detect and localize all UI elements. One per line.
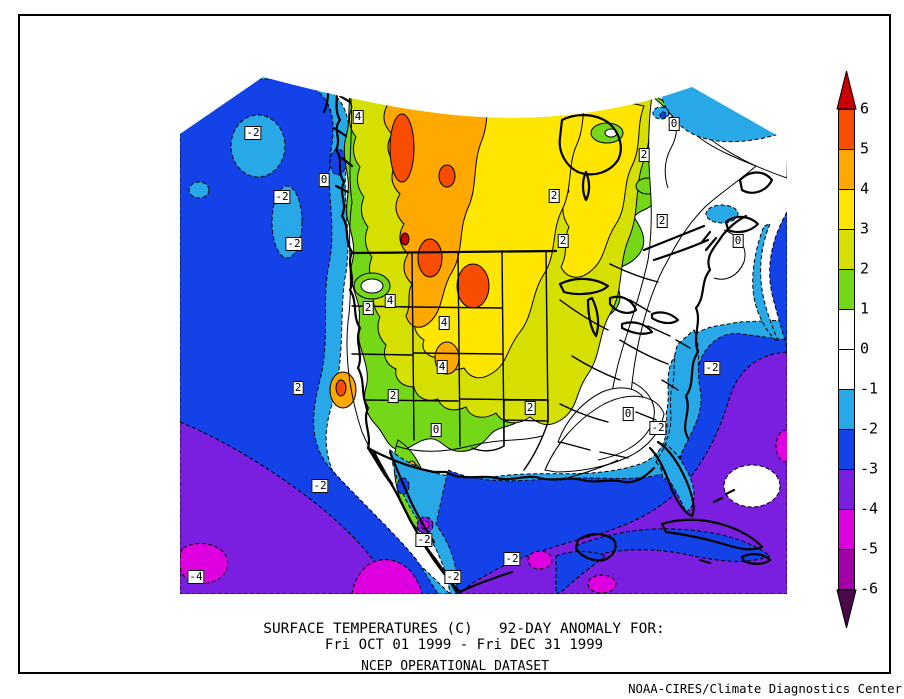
contour-label: 4: [438, 316, 450, 330]
contour-label: -2: [415, 533, 433, 547]
coastlines: [322, 77, 774, 594]
credit-line: NOAA-CIRES/Climate Diagnostics Center: [628, 682, 902, 696]
colorbar-segment: [838, 429, 855, 470]
colorbar-segment: [838, 309, 855, 350]
contour-label: -2: [244, 126, 262, 140]
colorbar-tick-label: -2: [860, 419, 879, 438]
colorbar-tick-label: -4: [860, 499, 879, 518]
colorbar-segment: [838, 149, 855, 190]
colorbar-segment: [838, 549, 855, 590]
contour-label: -2: [503, 552, 521, 566]
contour-label: 2: [548, 189, 560, 203]
contour-label: -4: [187, 570, 205, 584]
contour-label: 4: [384, 294, 396, 308]
contour-label: -2: [285, 237, 303, 251]
colorbar-segment: [838, 109, 855, 150]
state-borders: [351, 250, 691, 471]
colorbar-tick-label: 1: [860, 299, 870, 318]
contour-label: 4: [436, 360, 448, 374]
colorbar-arrow-down-icon: [836, 589, 857, 629]
colorbar-tick-label: 3: [860, 219, 870, 238]
colorbar-tick-label: 2: [860, 259, 870, 278]
map-title: SURFACE TEMPERATURES (C) 92-DAY ANOMALY …: [263, 621, 665, 637]
colorbar-segment: [838, 269, 855, 310]
colorbar-tick-label: 0: [860, 339, 870, 358]
colorbar-tick-label: -3: [860, 459, 879, 478]
colorbar-segment: [838, 509, 855, 550]
contour-label: 0: [430, 423, 442, 437]
colorbar-segment: [838, 189, 855, 230]
contour-label: 2: [656, 214, 668, 228]
contour-label: 0: [622, 407, 634, 421]
date-range: Fri OCT 01 1999 - Fri DEC 31 1999: [324, 637, 604, 653]
contour-label: -2: [703, 361, 721, 375]
colorbar-segment: [838, 469, 855, 510]
colorbar-tick-label: -5: [860, 539, 879, 558]
contour-label: 2: [387, 389, 399, 403]
colorbar-tick-label: 6: [860, 99, 870, 118]
colorbar-tick-label: -6: [860, 579, 879, 598]
colorbar-tick-label: -1: [860, 379, 879, 398]
contour-label: -2: [444, 570, 462, 584]
contour-label: 2: [638, 148, 650, 162]
contour-label: 2: [524, 401, 536, 415]
plot-frame: [18, 14, 891, 674]
colorbar-tick-label: 4: [860, 179, 870, 198]
contour-label: 2: [292, 381, 304, 395]
contour-label: 4: [352, 110, 364, 124]
contour-label: 2: [362, 301, 374, 315]
contour-label: 0: [668, 117, 680, 131]
contour-label: 2: [557, 234, 569, 248]
contour-label: -2: [649, 421, 667, 435]
colorbar-segment: [838, 349, 855, 390]
colorbar-segment: [838, 389, 855, 430]
contour-label: 0: [732, 234, 744, 248]
contour-label: -2: [311, 479, 329, 493]
colorbar-segment: [838, 229, 855, 270]
colorbar-arrow-up-icon: [836, 70, 857, 110]
colorbar-tick-label: 5: [860, 139, 870, 158]
dataset-label: NCEP OPERATIONAL DATASET: [361, 659, 549, 674]
contour-label: 0: [318, 173, 330, 187]
contour-label: -2: [273, 190, 291, 204]
